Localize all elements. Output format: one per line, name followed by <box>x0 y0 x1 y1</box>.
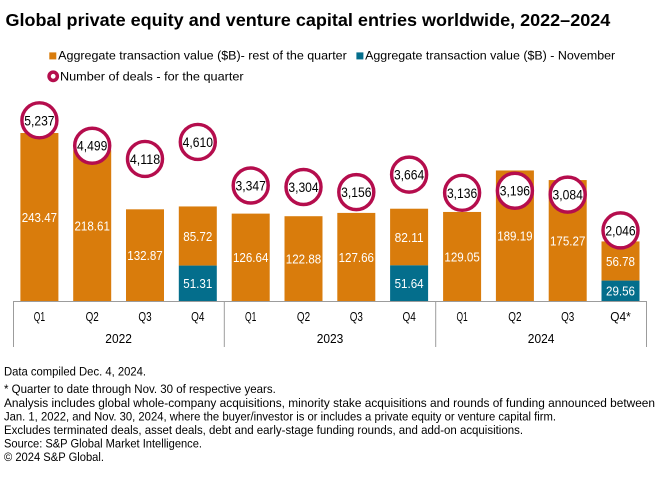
svg-text:2023: 2023 <box>317 331 344 346</box>
svg-text:Q2: Q2 <box>86 309 99 324</box>
svg-text:Q4: Q4 <box>402 309 415 324</box>
svg-text:3,084: 3,084 <box>553 188 584 203</box>
svg-text:Analysis includes global whole: Analysis includes global whole-company a… <box>4 396 655 410</box>
svg-text:Q2: Q2 <box>297 309 310 324</box>
svg-text:243.47: 243.47 <box>22 210 57 225</box>
svg-text:29.56: 29.56 <box>606 284 635 299</box>
svg-text:3,156: 3,156 <box>341 185 371 200</box>
svg-text:127.66: 127.66 <box>339 250 374 265</box>
svg-text:82.11: 82.11 <box>395 230 424 245</box>
svg-text:Data compiled Dec. 4, 2024.: Data compiled Dec. 4, 2024. <box>4 365 146 379</box>
svg-text:* Quarter to date through Nov.: * Quarter to date through Nov. 30 of res… <box>4 382 276 396</box>
svg-text:Q3: Q3 <box>138 309 151 324</box>
svg-text:2022: 2022 <box>105 331 132 346</box>
svg-text:4,610: 4,610 <box>183 135 214 150</box>
svg-text:51.64: 51.64 <box>395 276 424 291</box>
svg-text:Global private equity and vent: Global private equity and venture capita… <box>6 10 611 30</box>
svg-text:5,237: 5,237 <box>24 113 54 128</box>
svg-text:126.64: 126.64 <box>233 250 268 265</box>
svg-text:122.88: 122.88 <box>286 251 321 266</box>
svg-text:Q2: Q2 <box>508 309 521 324</box>
svg-text:132.87: 132.87 <box>127 248 162 263</box>
svg-text:Q4*: Q4* <box>610 309 631 324</box>
svg-text:© 2024 S&P Global.: © 2024 S&P Global. <box>4 450 104 464</box>
svg-text:189.19: 189.19 <box>497 229 532 244</box>
svg-text:Q3: Q3 <box>561 309 574 324</box>
svg-text:Source: S&P Global Market Inte: Source: S&P Global Market Intelligence. <box>4 437 202 451</box>
svg-text:3,304: 3,304 <box>288 180 319 195</box>
svg-text:Excludes terminated deals, ass: Excludes terminated deals, asset deals, … <box>4 423 523 437</box>
svg-text:Jan. 1, 2022, and Nov. 30, 202: Jan. 1, 2022, and Nov. 30, 2024, where t… <box>4 410 556 424</box>
svg-text:51.31: 51.31 <box>183 276 212 291</box>
svg-text:3,664: 3,664 <box>394 168 425 183</box>
svg-text:Aggregate transaction value ($: Aggregate transaction value ($B) - Novem… <box>365 49 615 63</box>
svg-text:218.61: 218.61 <box>75 218 110 233</box>
svg-text:2024: 2024 <box>528 331 555 346</box>
svg-text:3,347: 3,347 <box>236 178 266 193</box>
svg-text:4,499: 4,499 <box>77 139 107 154</box>
svg-text:2,046: 2,046 <box>605 223 635 238</box>
svg-text:3,136: 3,136 <box>447 186 477 201</box>
svg-text:Q3: Q3 <box>350 309 363 324</box>
svg-text:Q1: Q1 <box>456 309 467 324</box>
svg-text:4,118: 4,118 <box>130 152 160 167</box>
svg-text:Aggregate transaction value ($: Aggregate transaction value ($B)- rest o… <box>58 49 347 63</box>
svg-text:Q4: Q4 <box>191 309 204 324</box>
svg-text:85.72: 85.72 <box>183 229 212 244</box>
svg-text:Q1: Q1 <box>34 309 45 324</box>
svg-text:175.27: 175.27 <box>550 233 585 248</box>
svg-text:3,196: 3,196 <box>500 184 530 199</box>
svg-text:129.05: 129.05 <box>444 249 479 264</box>
svg-text:Number of deals - for the quar: Number of deals - for the quarter <box>60 69 244 83</box>
svg-text:56.78: 56.78 <box>606 254 635 269</box>
svg-text:Q1: Q1 <box>245 309 256 324</box>
